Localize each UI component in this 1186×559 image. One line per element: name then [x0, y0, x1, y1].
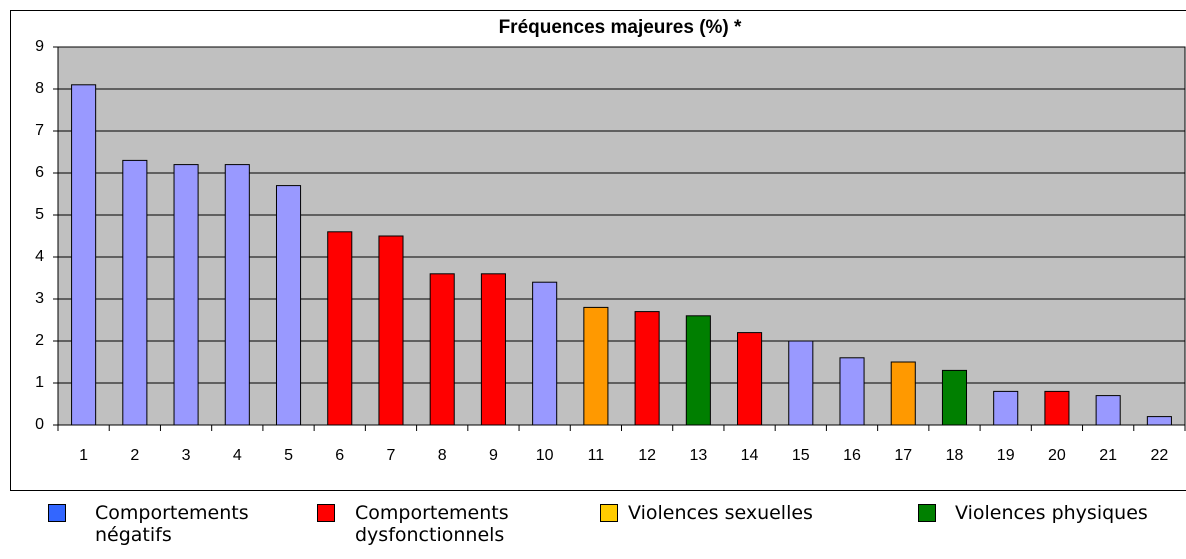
legend-swatch: [317, 504, 335, 522]
legend-label: Comportements dysfonctionnels: [355, 502, 509, 546]
x-tick-label: 2: [130, 447, 139, 464]
x-tick-label: 5: [284, 447, 293, 464]
legend-label: Comportements négatifs: [95, 502, 249, 546]
bar: [685, 315, 711, 426]
bar: [1095, 395, 1121, 426]
y-tick-label: 6: [35, 164, 44, 181]
bar: [378, 235, 404, 426]
x-tick-label: 1: [79, 447, 88, 464]
y-tick-label: 3: [35, 290, 44, 307]
x-tick-label: 7: [387, 447, 396, 464]
x-tick-label: 18: [946, 447, 964, 464]
x-tick-label: 10: [536, 447, 554, 464]
bar: [122, 159, 148, 426]
x-tick-label: 12: [638, 447, 656, 464]
y-tick-label: 5: [35, 206, 44, 223]
x-tick-label: 13: [689, 447, 707, 464]
x-tick-label: 17: [894, 447, 912, 464]
y-tick-label: 0: [35, 416, 44, 433]
x-tick-label: 11: [588, 447, 605, 464]
bar: [71, 84, 97, 426]
legend-swatch: [600, 504, 618, 522]
bar: [532, 281, 558, 426]
x-tick-label: 6: [335, 447, 344, 464]
x-tick-label: 14: [741, 447, 759, 464]
y-tick-label: 1: [35, 374, 44, 391]
legend-label: Violences sexuelles: [628, 502, 813, 524]
bar: [890, 361, 916, 426]
x-tick-label: 22: [1150, 447, 1168, 464]
bar: [993, 390, 1019, 426]
bar: [1146, 416, 1172, 426]
x-tick-label: 20: [1048, 447, 1066, 464]
bar: [839, 357, 865, 426]
bar: [634, 311, 660, 426]
y-tick-label: 4: [35, 248, 44, 265]
y-tick-label: 7: [35, 122, 44, 139]
x-tick-label: 15: [792, 447, 810, 464]
x-tick-label: 9: [489, 447, 498, 464]
bar: [327, 231, 353, 426]
y-tick-label: 2: [35, 332, 44, 349]
chart-title: Fréquences majeures (%) *: [499, 17, 742, 38]
bar: [224, 164, 250, 426]
bar: [788, 340, 814, 426]
x-tick-label: 16: [843, 447, 861, 464]
bar: [173, 164, 199, 426]
bar: [583, 306, 609, 426]
legend: Comportements négatifs Comportements dysf…: [0, 502, 1186, 559]
x-tick-label: 21: [1099, 447, 1117, 464]
x-tick-label: 4: [233, 447, 242, 464]
legend-swatch: [918, 504, 936, 522]
legend-swatch: [48, 504, 66, 522]
bar: [480, 273, 506, 426]
bar: [737, 332, 763, 426]
bar: [275, 185, 302, 426]
bar: [941, 369, 968, 426]
x-tick-label: 8: [438, 447, 447, 464]
y-tick-label: 9: [35, 38, 44, 55]
bar: [1044, 390, 1070, 426]
x-tick-label: 19: [997, 447, 1015, 464]
bar: [429, 273, 455, 426]
legend-label: Violences physiques: [955, 502, 1148, 524]
y-tick-label: 8: [35, 80, 44, 97]
x-tick-label: 3: [182, 447, 191, 464]
